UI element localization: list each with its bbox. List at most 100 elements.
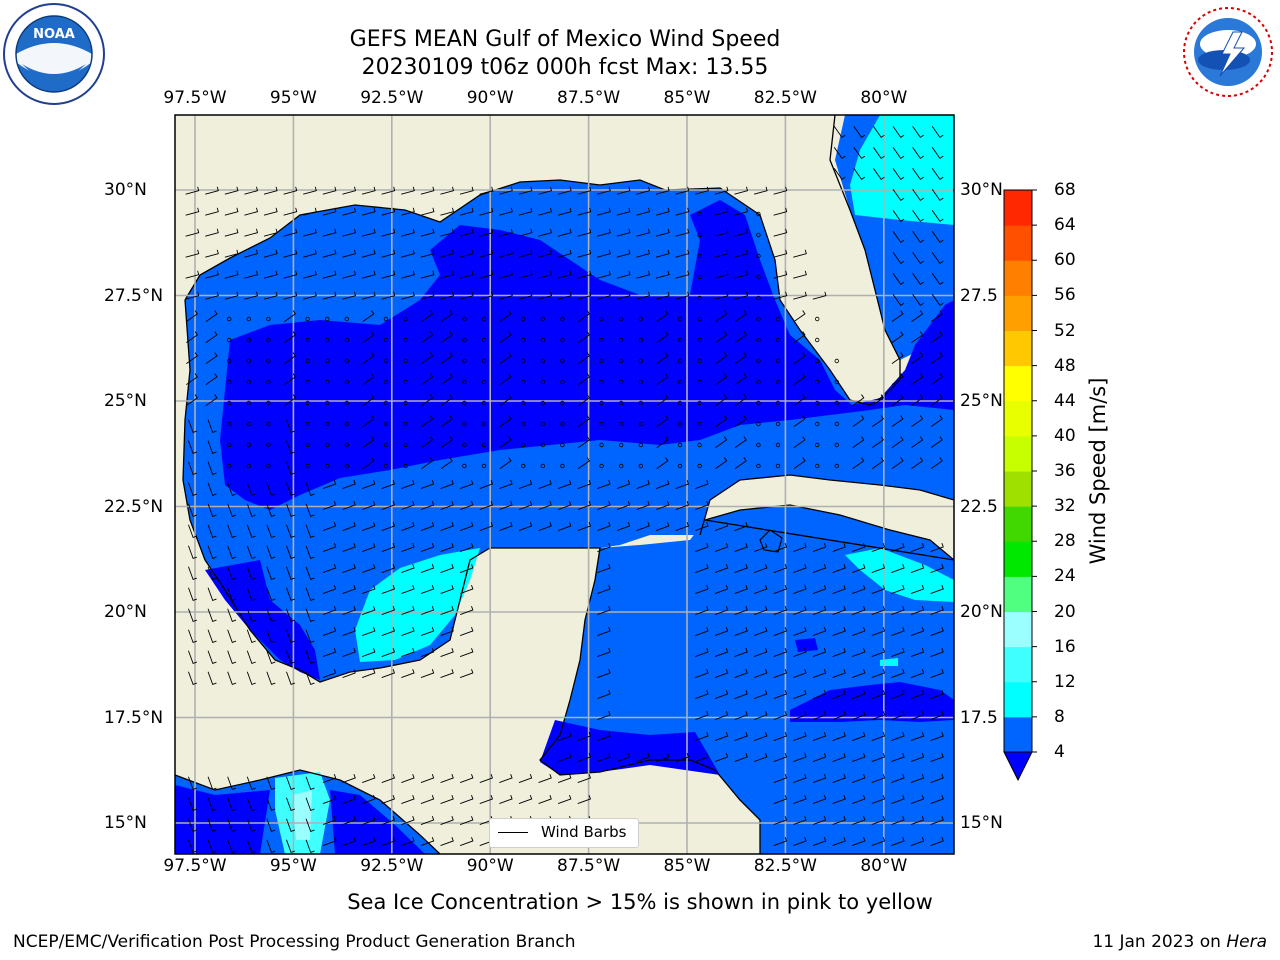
lon-tick-label-bot: 97.5°W	[163, 856, 227, 876]
wind-barb	[185, 207, 200, 216]
calm-barb	[775, 463, 781, 469]
wind-barb	[266, 671, 276, 686]
wind-barb	[244, 270, 259, 279]
wind-barb	[891, 837, 905, 846]
calm-barb	[540, 337, 545, 343]
colorbar-segment	[1004, 681, 1032, 718]
wind-barb	[246, 503, 256, 518]
colorbar	[1003, 189, 1037, 782]
wind-barb	[401, 648, 415, 657]
wind-barb	[362, 627, 376, 636]
wind-barb	[695, 543, 709, 552]
nws-logo	[1180, 4, 1276, 100]
wind-barb	[440, 352, 453, 364]
wind-barb	[675, 291, 690, 300]
wind-barb	[911, 352, 924, 364]
wind-barb	[931, 126, 944, 138]
wind-barb	[381, 186, 396, 195]
wind-barb	[812, 627, 827, 636]
wind-barb	[246, 839, 256, 854]
wind-barb	[871, 753, 886, 762]
wind-barb	[734, 522, 748, 531]
wind-barb	[912, 168, 924, 180]
wind-barb	[440, 207, 455, 216]
wind-barb	[322, 543, 337, 552]
calm-barb	[560, 421, 565, 427]
wind-barb	[227, 818, 237, 833]
wind-barb	[266, 650, 276, 665]
calm-barb	[756, 232, 761, 238]
wind-barb	[597, 270, 611, 279]
wind-barb	[266, 587, 276, 602]
wind-barb	[695, 186, 709, 195]
calm-barb	[403, 400, 408, 406]
wind-barb	[891, 394, 904, 406]
wind-barb	[361, 249, 376, 258]
wind-barb	[283, 270, 298, 279]
wind-barb	[912, 189, 924, 201]
lat-tick-label-left: 17.5°N	[104, 707, 164, 728]
calm-barb	[521, 421, 526, 427]
calm-barb	[756, 316, 761, 322]
calm-barb	[638, 421, 643, 427]
wind-barb	[773, 795, 788, 804]
wind-barb	[636, 228, 651, 237]
wind-barb	[186, 331, 198, 343]
wind-barb	[852, 837, 866, 846]
wind-barb	[912, 126, 924, 138]
wind-barb	[714, 690, 729, 699]
wind-barb	[853, 126, 866, 138]
wind-barb	[205, 228, 219, 237]
wind-barb	[578, 415, 590, 427]
wind-barb	[577, 480, 592, 489]
calm-barb	[305, 316, 310, 322]
wind-barb	[715, 373, 728, 385]
wind-barb	[205, 291, 219, 300]
wind-barb	[244, 249, 259, 258]
wind-barb	[714, 270, 729, 279]
wind-barb	[930, 816, 944, 825]
colorbar-tick-label: 44	[1054, 390, 1076, 411]
wind-barb	[205, 270, 219, 279]
wind-barb	[871, 732, 886, 741]
wind-barb	[305, 797, 315, 812]
wind-barb	[734, 690, 748, 699]
wind-barb	[852, 585, 866, 594]
calm-barb	[599, 400, 604, 406]
wind-barb	[931, 252, 944, 264]
wind-barb	[930, 415, 943, 427]
wind-barb	[499, 207, 513, 216]
wind-barb	[558, 774, 572, 783]
wind-barb	[188, 503, 197, 518]
wind-barb	[773, 207, 788, 216]
wind-barb	[558, 753, 572, 762]
calm-barb	[815, 400, 820, 406]
wind-barb	[381, 669, 396, 678]
wind-barb	[675, 249, 690, 258]
wind-barb	[715, 436, 728, 448]
calm-barb	[226, 316, 232, 322]
wind-barb	[656, 415, 669, 427]
map-frame	[174, 114, 955, 855]
calm-barb	[344, 442, 349, 448]
wind-barb	[734, 543, 748, 552]
wind-barb	[362, 816, 376, 825]
wind-barb	[305, 818, 315, 833]
wind-barb	[440, 270, 455, 279]
lat-tick-label-right: 27.5	[960, 285, 998, 306]
colorbar-segment	[1004, 330, 1032, 367]
calm-barb	[462, 421, 467, 427]
wind-barb	[342, 480, 356, 489]
wind-barb	[636, 291, 651, 300]
wind-barb	[891, 331, 904, 343]
wind-barb	[773, 753, 788, 762]
wind-barb	[362, 394, 375, 406]
colorbar-tick-label: 64	[1054, 215, 1076, 236]
wind-barb	[362, 352, 375, 364]
wind-barb	[891, 816, 905, 825]
wind-barb	[420, 228, 435, 237]
wind-barb	[636, 249, 651, 258]
wind-barb	[714, 585, 729, 594]
wind-barb	[910, 648, 925, 657]
calm-barb	[521, 337, 526, 343]
